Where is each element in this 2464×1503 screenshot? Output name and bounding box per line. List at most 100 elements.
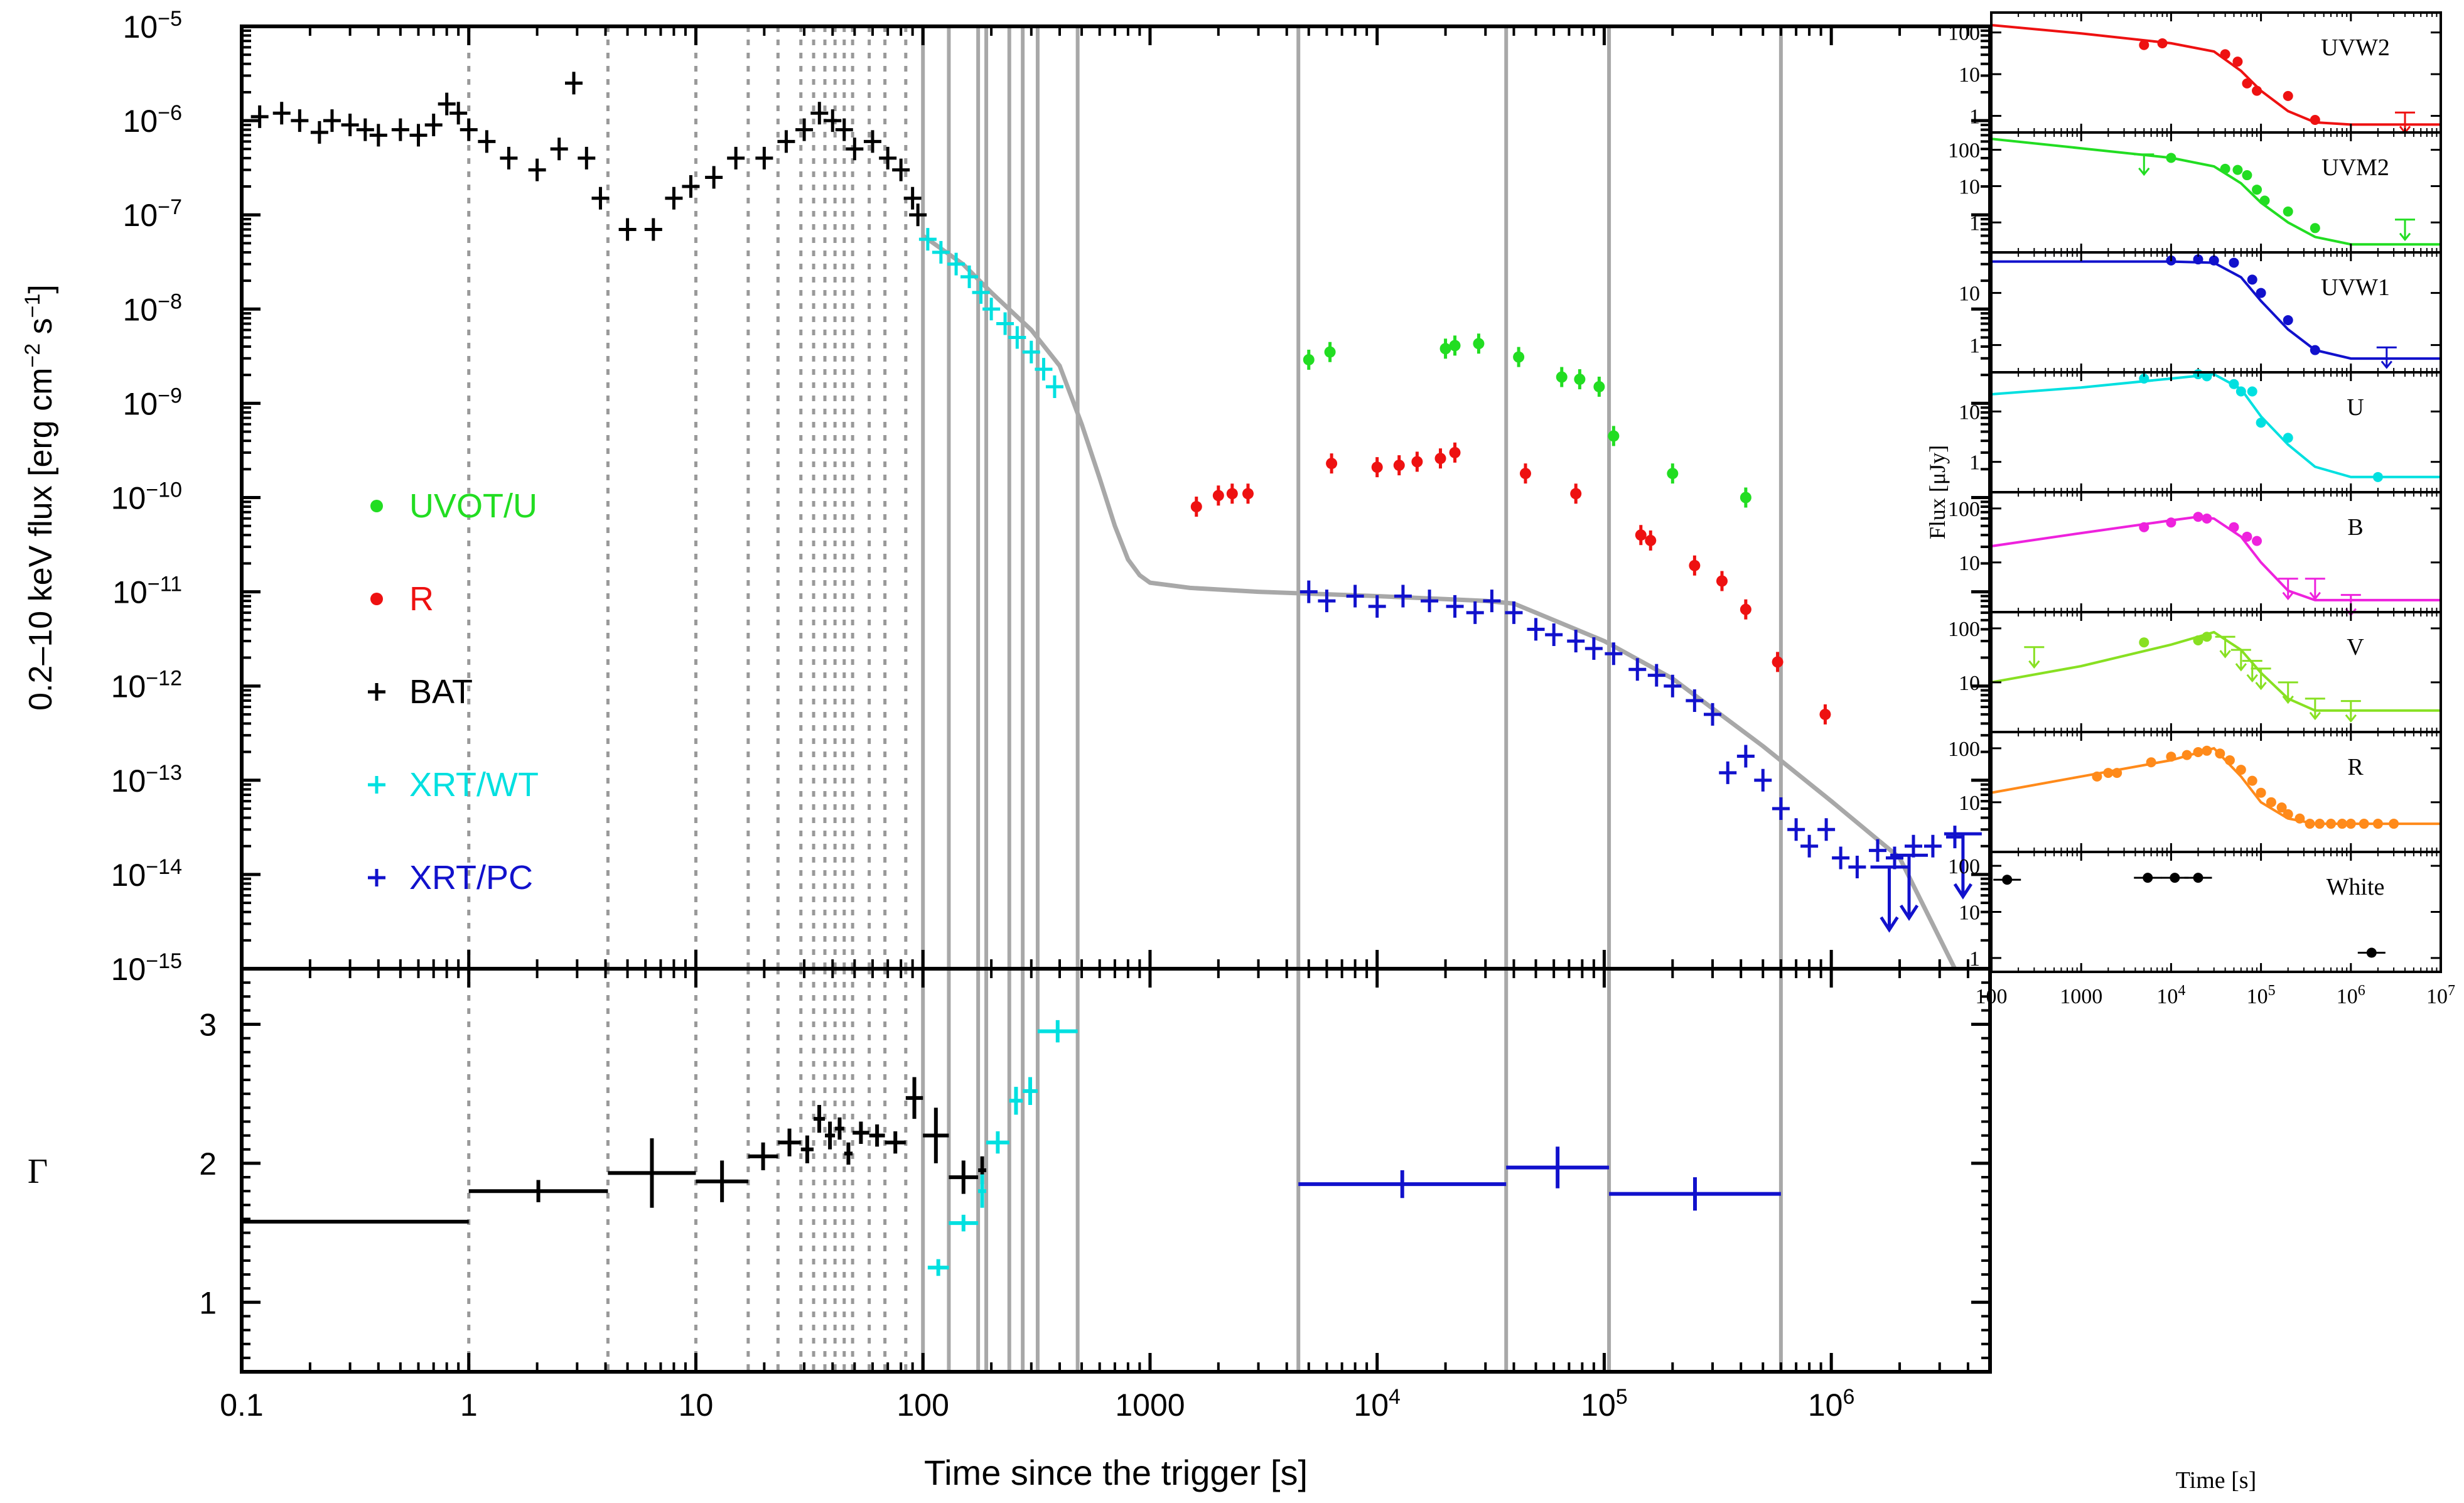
data-point bbox=[1449, 446, 1461, 458]
optical-point bbox=[2220, 49, 2230, 60]
optical-upper-limit bbox=[2024, 646, 2045, 669]
gamma-point bbox=[778, 1128, 801, 1156]
optical-point bbox=[2229, 379, 2239, 389]
optical-point bbox=[2359, 819, 2369, 829]
data-point bbox=[1740, 492, 1751, 504]
optical-y-tick-label: 100 bbox=[1948, 498, 1980, 521]
gamma-series-xrt-wt bbox=[927, 1020, 1078, 1276]
data-point bbox=[1318, 590, 1336, 613]
optical-y-tick-label: 100 bbox=[1948, 139, 1980, 163]
x-tick-label: 100 bbox=[896, 1387, 949, 1423]
data-point bbox=[1449, 340, 1461, 352]
gamma-points bbox=[242, 1020, 1781, 1276]
optical-y-tick-label: 1 bbox=[1969, 947, 1980, 971]
data-point bbox=[947, 252, 966, 276]
optical-panel-uvm2: 1 10 100 UVM2 bbox=[1948, 131, 2442, 254]
gamma-point bbox=[986, 1131, 1009, 1154]
optical-y-tick-label: 100 bbox=[1948, 855, 1980, 878]
optical-point bbox=[2202, 632, 2212, 642]
data-point bbox=[1754, 768, 1772, 792]
x-tick-label: 106 bbox=[1808, 1385, 1855, 1423]
optical-point bbox=[2242, 78, 2252, 89]
data-point bbox=[1326, 458, 1338, 470]
y-tick-label: 10−15 bbox=[111, 949, 182, 987]
data-point bbox=[1434, 453, 1446, 465]
optical-point bbox=[2283, 206, 2293, 217]
optical-point bbox=[2143, 873, 2153, 883]
optical-point bbox=[2283, 315, 2293, 325]
optical-y-tick-label: 10 bbox=[1959, 401, 1980, 424]
legend: UVOT/U R BAT XRT/WT XRT/PC bbox=[368, 487, 539, 897]
optical-point bbox=[2283, 433, 2293, 443]
data-point bbox=[903, 186, 922, 210]
optical-y-tick-label: 100 bbox=[1948, 618, 1980, 641]
optical-y-tick-label: 1 bbox=[1969, 212, 1980, 235]
optical-point bbox=[2232, 57, 2243, 67]
data-point bbox=[1647, 664, 1665, 687]
data-point bbox=[1787, 818, 1805, 841]
data-point bbox=[1628, 658, 1647, 681]
main-x-axis-label: Time since the trigger [s] bbox=[924, 1453, 1308, 1492]
optical-panel-uvw1: 1 10 UVW1 bbox=[1959, 251, 2442, 374]
data-point bbox=[810, 102, 829, 125]
y-tick-label: 10−14 bbox=[111, 855, 182, 893]
legend-label: XRT/PC bbox=[409, 859, 533, 897]
gamma-point bbox=[905, 1077, 923, 1119]
gamma-point bbox=[844, 1142, 853, 1165]
interval-lines bbox=[467, 26, 1783, 969]
data-point bbox=[1303, 353, 1315, 365]
gamma-y-tick-label: 2 bbox=[199, 1146, 217, 1182]
gamma-point bbox=[800, 1135, 814, 1163]
gamma-point bbox=[1037, 1020, 1078, 1043]
optical-band-label: V bbox=[2347, 634, 2364, 660]
optical-upper-limit bbox=[2251, 667, 2271, 691]
optical-band-label: R bbox=[2347, 754, 2364, 780]
data-point bbox=[1022, 340, 1040, 364]
optical-point bbox=[2202, 371, 2212, 382]
legend-label: XRT/WT bbox=[409, 766, 539, 804]
optical-x-tick-label: 104 bbox=[2156, 983, 2185, 1008]
optical-x-tick-label: 105 bbox=[2247, 983, 2276, 1008]
optical-y-tick-label: 10 bbox=[1959, 672, 1980, 695]
data-point bbox=[591, 186, 610, 210]
optical-panel-v: 10 100 V bbox=[1948, 611, 2442, 733]
data-point bbox=[1394, 584, 1412, 608]
data-point bbox=[1393, 460, 1405, 471]
optical-upper-limit bbox=[2376, 346, 2397, 369]
data-point bbox=[391, 118, 409, 141]
gamma-series-xrt-pc bbox=[1298, 1146, 1781, 1211]
optical-band-label: B bbox=[2347, 514, 2363, 541]
optical-point bbox=[2256, 787, 2266, 798]
data-point bbox=[824, 109, 842, 132]
data-point bbox=[449, 102, 468, 125]
optical-point bbox=[2259, 195, 2270, 206]
optical-point bbox=[2166, 153, 2176, 163]
data-point bbox=[1212, 490, 1224, 502]
gamma-point bbox=[949, 1214, 979, 1232]
gamma-panel-frame bbox=[240, 967, 1992, 1374]
optical-panel-uvw2: 1 10 100 UVW2 bbox=[1948, 11, 2442, 134]
gamma-point bbox=[1009, 1087, 1023, 1115]
data-point bbox=[918, 228, 937, 251]
data-point bbox=[565, 72, 583, 95]
flux-y-axis-label: 0.2–10 keV flux [erg cm−2 s−1] bbox=[21, 284, 59, 711]
x-tick-label: 104 bbox=[1353, 1385, 1401, 1423]
legend-marker bbox=[370, 593, 383, 605]
data-point bbox=[409, 124, 428, 147]
data-point bbox=[682, 175, 700, 198]
legend-marker bbox=[368, 776, 385, 794]
data-point bbox=[272, 102, 291, 125]
data-point bbox=[1885, 846, 1903, 870]
optical-point bbox=[2002, 875, 2013, 885]
optical-x-tick-label: 107 bbox=[2426, 983, 2455, 1008]
optical-y-tick-label: 100 bbox=[1948, 738, 1980, 761]
data-point bbox=[1635, 529, 1647, 541]
y-tick-label: 10−7 bbox=[123, 195, 182, 233]
data-point bbox=[960, 265, 979, 288]
optical-point bbox=[2247, 274, 2257, 285]
series-xrt-wt bbox=[918, 228, 1063, 398]
data-point bbox=[1346, 584, 1364, 608]
data-point bbox=[291, 109, 309, 132]
data-point bbox=[644, 218, 662, 241]
optical-point bbox=[2208, 255, 2219, 266]
